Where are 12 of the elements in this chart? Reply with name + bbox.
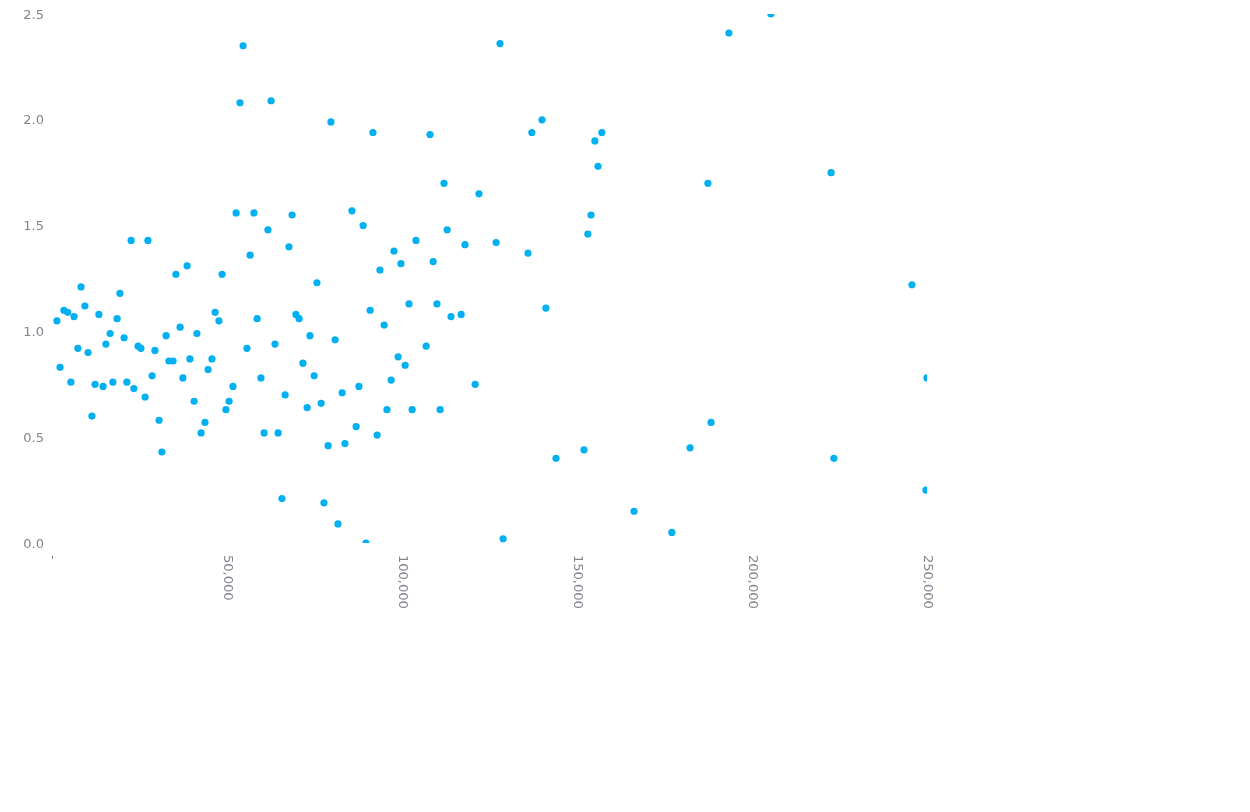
y-tick-label: 2.5 (23, 6, 44, 22)
x-tick-label: 200,000 (745, 555, 761, 609)
y-tick-label: 1.0 (23, 324, 44, 340)
y-tick-label: 0.5 (23, 429, 44, 445)
x-tick-label: 250,000 (920, 555, 936, 609)
y-tick-label: 2.0 (23, 112, 44, 128)
x-tick-label: - (45, 555, 61, 560)
x-tick-label: 100,000 (395, 555, 411, 609)
x-tick-label: 150,000 (570, 555, 586, 609)
y-tick-label: 0.0 (23, 535, 44, 551)
x-tick-label: 50,000 (220, 555, 236, 601)
y-tick-label: 1.5 (23, 218, 44, 234)
